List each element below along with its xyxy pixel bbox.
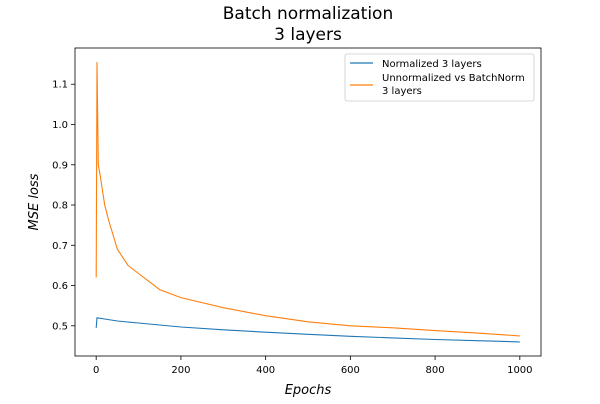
legend-label-unnormalized-line-1: Unnormalized vs BatchNorm [382, 73, 525, 84]
y-tick-label: 0.7 [52, 241, 68, 252]
x-tick-label: 0 [93, 365, 99, 376]
y-axis-label: MSE loss [27, 173, 42, 230]
x-tick-label: 400 [256, 365, 275, 376]
x-tick-label: 800 [426, 365, 445, 376]
y-tick-label: 1.0 [52, 120, 68, 131]
x-tick-label: 200 [171, 365, 190, 376]
chart-title-line-2: 3 layers [274, 25, 342, 45]
legend-box [344, 53, 535, 102]
x-axis-label: Epochs [285, 383, 332, 398]
y-tick-label: 0.9 [52, 160, 68, 171]
legend: Normalized 3 layers Unnormalized vs Batc… [344, 53, 535, 102]
series-line-1 [95, 62, 520, 337]
x-tick-label: 1000 [507, 365, 532, 376]
legend-label-unnormalized-line-2: 3 layers [382, 86, 422, 97]
chart-title-line-1: Batch normalization [223, 4, 393, 24]
y-tick-label: 0.5 [52, 321, 68, 332]
x-tick-label: 600 [341, 365, 360, 376]
y-tick-label: 0.8 [52, 201, 68, 212]
plot-frame [74, 47, 542, 357]
y-tick-label: 0.6 [52, 281, 68, 292]
legend-label-normalized: Normalized 3 layers [382, 59, 482, 70]
y-tick-label: 1.1 [52, 80, 68, 91]
series-line-0 [95, 317, 520, 343]
